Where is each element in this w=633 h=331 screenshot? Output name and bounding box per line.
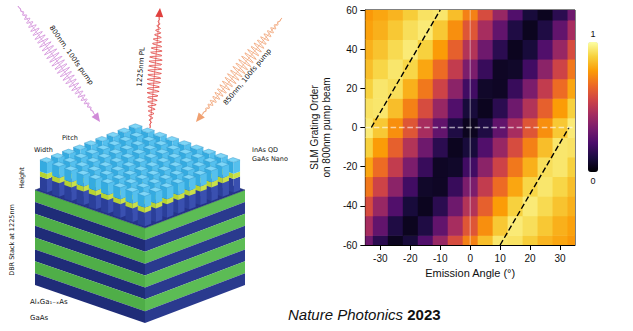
svg-text:800nm, 100fs pump: 800nm, 100fs pump (47, 24, 95, 87)
svg-text:GaAs Nano: GaAs Nano (252, 155, 288, 163)
svg-text:DBR Stack at 1225nm: DBR Stack at 1225nm (8, 204, 16, 276)
svg-text:0: 0 (590, 176, 595, 186)
svg-text:0: 0 (467, 253, 473, 264)
svg-text:30: 30 (554, 253, 566, 264)
svg-text:Pitch: Pitch (62, 134, 78, 142)
svg-text:GaAs: GaAs (30, 314, 49, 322)
html-text:Nature Photonics 2023: Nature Photonics 2023 (288, 306, 441, 323)
svg-text:Height: Height (18, 167, 26, 189)
svg-text:850nm, 100fs pump: 850nm, 100fs pump (222, 47, 274, 107)
svg-text:1225nm PL: 1225nm PL (135, 47, 146, 87)
svg-text:AlₓGa₁₋ₓAs: AlₓGa₁₋ₓAs (30, 298, 68, 306)
svg-text:1: 1 (590, 29, 595, 39)
svg-text:10: 10 (495, 253, 507, 264)
svg-text:Width: Width (34, 146, 53, 154)
svg-text:0: 0 (352, 122, 358, 133)
svg-text:60: 60 (346, 5, 358, 16)
svg-text:-40: -40 (343, 200, 358, 211)
svg-text:Emission Angle (°): Emission Angle (°) (425, 267, 515, 279)
svg-text:40: 40 (346, 44, 358, 55)
svg-text:-10: -10 (433, 253, 448, 264)
svg-text:SLM Grating Order: SLM Grating Order (309, 85, 320, 170)
svg-text:-30: -30 (373, 253, 388, 264)
svg-text:20: 20 (525, 253, 537, 264)
svg-text:-20: -20 (403, 253, 418, 264)
svg-text:on 800nm pump beam: on 800nm pump beam (321, 77, 332, 177)
svg-text:-20: -20 (343, 161, 358, 172)
svg-text:InAs QD: InAs QD (252, 146, 278, 154)
svg-text:-60: -60 (343, 240, 358, 251)
svg-text:20: 20 (346, 83, 358, 94)
